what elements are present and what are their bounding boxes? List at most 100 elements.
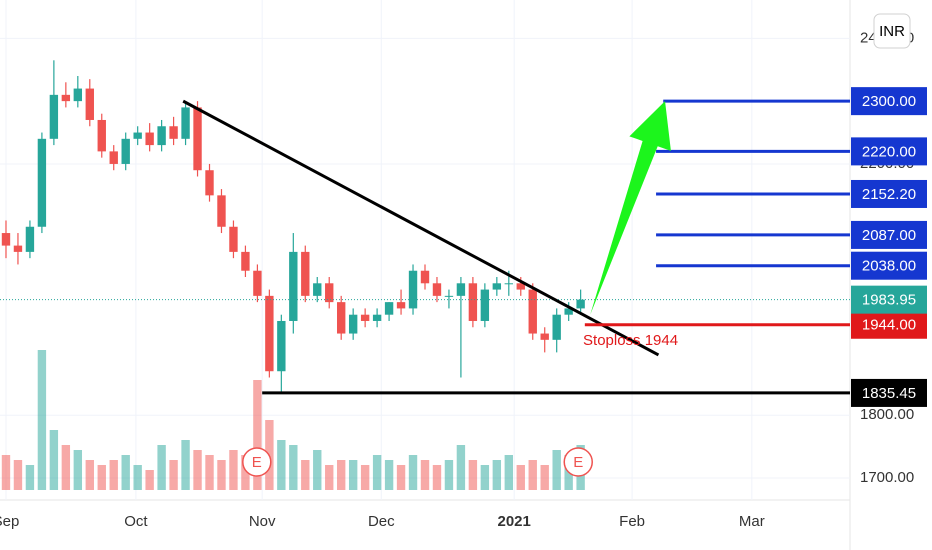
- candle-body: [444, 295, 454, 297]
- volume-bar: [396, 465, 406, 490]
- volume-bar: [492, 460, 502, 490]
- candle-body: [13, 245, 23, 252]
- volume-bar: [516, 465, 525, 490]
- candle-body: [564, 308, 573, 315]
- candle-body: [85, 88, 94, 120]
- candle-body: [277, 320, 286, 372]
- target-arrow: [590, 101, 671, 315]
- candle-body: [468, 283, 478, 321]
- candle-body: [420, 270, 430, 284]
- volume-bar: [480, 465, 490, 490]
- x-tick-label: Sep: [0, 513, 19, 530]
- volume-bar: [540, 465, 549, 490]
- price-label: 1944.00: [862, 317, 916, 334]
- candle-body: [504, 283, 513, 285]
- candle-body: [181, 107, 190, 139]
- candle-body: [145, 132, 154, 146]
- candle-body: [229, 226, 238, 252]
- candle-layer: [1, 60, 585, 393]
- x-tick-label: Mar: [739, 513, 765, 530]
- volume-bar: [73, 450, 83, 490]
- candle-body: [360, 314, 370, 321]
- candle-body: [109, 151, 118, 164]
- price-label: 2300.00: [862, 93, 916, 110]
- volume-bar: [25, 465, 35, 490]
- volume-bar: [109, 460, 118, 490]
- price-label: 1983.95: [862, 292, 916, 309]
- volume-bar: [1, 455, 11, 490]
- volume-bar: [61, 445, 71, 490]
- volume-bar: [253, 380, 262, 490]
- candle-body: [217, 195, 226, 227]
- volume-layer: [1, 350, 585, 490]
- candle-body: [1, 233, 11, 246]
- price-label-box: [851, 285, 927, 314]
- event-marker: [563, 447, 593, 477]
- volume-bar: [241, 455, 250, 490]
- candle-body: [432, 283, 442, 296]
- candle-body: [169, 126, 178, 139]
- price-label-box: [851, 220, 927, 249]
- currency-label[interactable]: INR: [879, 23, 905, 40]
- candle-body: [576, 299, 585, 309]
- candle-body: [49, 94, 59, 139]
- candle-body: [157, 126, 166, 146]
- candle-body: [396, 302, 406, 309]
- volume-bar: [181, 440, 190, 490]
- candle-body: [241, 251, 250, 271]
- volume-bar: [121, 455, 130, 490]
- price-label: 1835.45: [862, 385, 916, 402]
- candle-body: [73, 88, 83, 102]
- volume-bar: [277, 440, 286, 490]
- volume-bar: [372, 455, 382, 490]
- candle-body: [528, 289, 537, 334]
- x-tick-label: Feb: [619, 513, 645, 530]
- volume-bar: [13, 460, 23, 490]
- x-tick-label: 2021: [498, 513, 531, 530]
- candle-body: [552, 314, 561, 340]
- x-tick-label: Nov: [249, 513, 276, 530]
- volume-bar: [301, 460, 310, 490]
- volume-bar: [145, 470, 154, 490]
- volume-bar: [49, 430, 59, 490]
- volume-bar: [348, 460, 358, 490]
- volume-bar: [408, 455, 418, 490]
- volume-bar: [384, 460, 394, 490]
- y-tick-label: 1800.00: [860, 406, 914, 423]
- volume-bar: [528, 460, 537, 490]
- candle-body: [97, 119, 106, 152]
- candle-body: [289, 251, 298, 321]
- candle-body: [25, 226, 35, 252]
- volume-bar: [229, 450, 238, 490]
- candle-body: [265, 295, 274, 372]
- volume-bar: [157, 445, 166, 490]
- axis-layer: SepOctNovDec2021FebMar1700.001800.002200…: [0, 29, 927, 530]
- volume-bar: [504, 455, 513, 490]
- volume-bar: [337, 460, 346, 490]
- price-label: 2087.00: [862, 227, 916, 244]
- currency-button[interactable]: [873, 13, 911, 49]
- x-tick-label: Oct: [124, 513, 148, 530]
- price-label: 2152.20: [862, 186, 916, 203]
- y-tick-label: 1700.00: [860, 469, 914, 486]
- candle-body: [253, 270, 262, 296]
- price-label: 2038.00: [862, 258, 916, 275]
- volume-bar: [432, 465, 442, 490]
- volume-bar: [133, 465, 142, 490]
- volume-bar: [420, 460, 430, 490]
- candle-body: [456, 283, 466, 296]
- price-label-box: [851, 251, 927, 280]
- volume-bar: [193, 450, 202, 490]
- volume-bar: [325, 465, 334, 490]
- event-label: E: [252, 454, 262, 471]
- candle-body: [384, 302, 394, 315]
- volume-bar: [313, 450, 322, 490]
- candle-body: [516, 283, 525, 290]
- price-label-box: [851, 310, 927, 339]
- candle-body: [337, 302, 346, 334]
- candle-body: [205, 170, 214, 196]
- volume-bar: [289, 445, 298, 490]
- x-tick-label: Dec: [368, 513, 395, 530]
